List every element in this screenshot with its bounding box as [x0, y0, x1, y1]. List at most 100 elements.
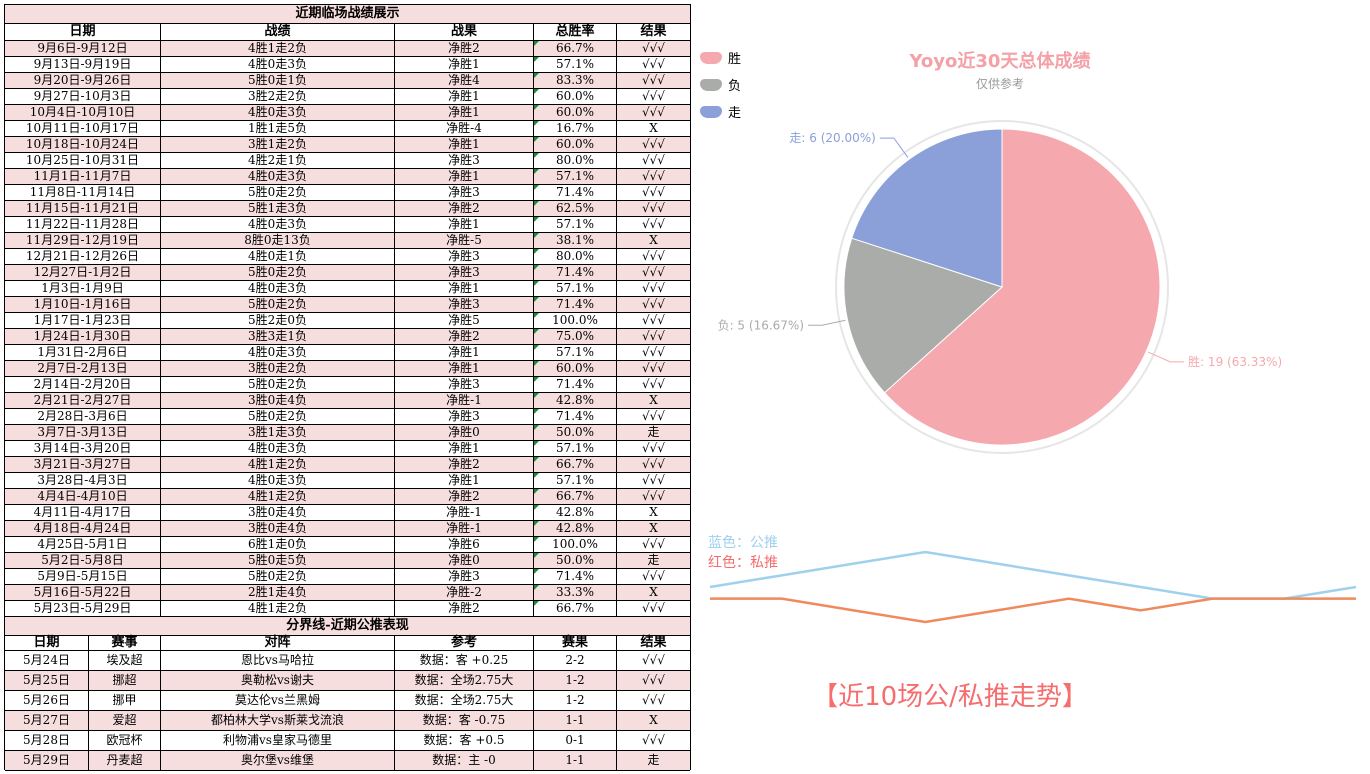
rate-cell: 50.0%	[534, 425, 617, 440]
match-cell: 都柏林大学vs斯莱戈流浪	[161, 711, 395, 730]
pie-legend: 胜负走	[700, 44, 741, 125]
rate-cell: 60.0%	[534, 137, 617, 152]
rate-cell: 83.3%	[534, 73, 617, 88]
date-cell: 5月9日-5月15日	[5, 569, 161, 584]
result-cell: √√√	[642, 473, 665, 487]
rate-cell: 42.8%	[534, 521, 617, 536]
legend-item[interactable]: 胜	[700, 44, 741, 71]
date-cell: 2月21日-2月27日	[5, 393, 161, 408]
table-row: 12月21日-12月26日 4胜0走1负 净胜3 80.0% √√√	[5, 249, 690, 265]
date-cell: 5月16日-5月22日	[5, 585, 161, 600]
rate-cell: 71.4%	[534, 297, 617, 312]
rate-cell: 33.3%	[534, 585, 617, 600]
legend-swatch-icon	[700, 51, 722, 64]
series-line	[709, 550, 1357, 600]
record-cell: 3胜0走4负	[161, 521, 395, 536]
table-row: 10月25日-10月31日 4胜2走1负 净胜3 80.0% √√√	[5, 153, 690, 169]
net-cell: 净胜1	[395, 361, 534, 376]
date-cell: 12月21日-12月26日	[5, 249, 161, 264]
date-cell: 5月25日	[5, 671, 89, 690]
column-header: 对阵	[161, 636, 395, 650]
table-row: 3月28日-4月3日 4胜0走3负 净胜1 57.1% √√√	[5, 473, 690, 489]
rate-cell: 66.7%	[534, 601, 617, 616]
date-cell: 9月27日-10月3日	[5, 89, 161, 104]
pie-outer-ring	[835, 120, 1169, 454]
records-panel: 近期临场战绩展示 日期 战绩 战果 总胜率 结果 9月6日-9月12日 4胜1走2负 净胜2…	[4, 4, 691, 771]
pie-slice[interactable]	[843, 237, 1003, 394]
table-row: 11月22日-11月28日 4胜0走3负 净胜1 57.1% √√√	[5, 217, 690, 233]
result-cell: √√√	[642, 377, 665, 391]
record-cell: 4胜1走2负	[161, 41, 395, 56]
date-cell: 5月26日	[5, 691, 89, 710]
record-cell: 4胜2走1负	[161, 153, 395, 168]
rate-cell: 75.0%	[534, 329, 617, 344]
record-cell: 4胜0走3负	[161, 473, 395, 488]
record-cell: 3胜0走4负	[161, 393, 395, 408]
rate-cell: 100.0%	[534, 313, 617, 328]
net-cell: 净胜-1	[395, 505, 534, 520]
table-row: 11月1日-11月7日 4胜0走3负 净胜1 57.1% √√√	[5, 169, 690, 185]
pie-slice[interactable]	[851, 128, 1003, 288]
result-cell: 走	[647, 425, 660, 439]
net-cell: 净胜-1	[395, 393, 534, 408]
net-cell: 净胜2	[395, 41, 534, 56]
net-cell: 净胜3	[395, 297, 534, 312]
trend-title: 【近10场公/私推走势】	[812, 682, 1088, 712]
date-cell: 10月11日-10月17日	[5, 121, 161, 136]
date-cell: 4月25日-5月1日	[5, 537, 161, 552]
rate-cell: 71.4%	[534, 409, 617, 424]
pie-label-line	[879, 137, 909, 158]
table-row: 1月24日-1月30日 3胜3走1负 净胜2 75.0% √√√	[5, 329, 690, 345]
legend-item[interactable]: 负	[700, 71, 741, 98]
result-cell: X	[649, 393, 658, 407]
net-cell: 净胜-4	[395, 121, 534, 136]
table-row: 1月17日-1月23日 5胜2走0负 净胜5 100.0% √√√	[5, 313, 690, 329]
rate-cell: 60.0%	[534, 89, 617, 104]
table-row: 5月2日-5月8日 5胜0走5负 净胜0 50.0% 走	[5, 553, 690, 569]
record-cell: 3胜0走4负	[161, 505, 395, 520]
result-cell: √√√	[642, 441, 665, 455]
rate-cell: 38.1%	[534, 233, 617, 248]
series-line	[710, 597, 1356, 624]
record-cell: 5胜0走2负	[161, 377, 395, 392]
record-cell: 4胜0走3负	[161, 345, 395, 360]
result-cell: X	[649, 521, 658, 535]
reference-cell: 数据：全场2.75大	[395, 671, 534, 690]
table-row: 3月7日-3月13日 3胜1走3负 净胜0 50.0% 走	[5, 425, 690, 441]
pie-subtitle: 仅供参考	[975, 77, 1024, 91]
column-header: 参考	[395, 636, 534, 650]
result-cell: √√√	[642, 73, 665, 87]
table-row: 9月6日-9月12日 4胜1走2负 净胜2 66.7% √√√	[5, 41, 690, 57]
table-row: 2月28日-3月6日 5胜0走2负 净胜3 71.4% √√√	[5, 409, 690, 425]
result-cell: √√√	[642, 361, 665, 375]
rate-cell: 57.1%	[534, 169, 617, 184]
record-cell: 3胜1走2负	[161, 137, 395, 152]
column-header: 结果	[640, 635, 667, 650]
rate-cell: 57.1%	[534, 473, 617, 488]
result-cell: √√√	[642, 137, 665, 151]
result-cell: √√√	[642, 41, 665, 55]
net-cell: 净胜1	[395, 345, 534, 360]
record-cell: 3胜1走3负	[161, 425, 395, 440]
result-cell: √√√	[642, 345, 665, 359]
pie-slice[interactable]	[883, 128, 1161, 446]
table-row: 4月11日-4月17日 3胜0走4负 净胜-1 42.8% X	[5, 505, 690, 521]
column-header: 赛果	[534, 636, 617, 650]
record-cell: 4胜0走3负	[161, 441, 395, 456]
table-row: 5月23日-5月29日 4胜1走2负 净胜2 66.7% √√√	[5, 601, 690, 617]
net-cell: 净胜0	[395, 425, 534, 440]
table-row: 5月9日-5月15日 5胜0走2负 净胜3 71.4% √√√	[5, 569, 690, 585]
table-row: 11月29日-12月19日 8胜0走13负 净胜-5 38.1% X	[5, 233, 690, 249]
table-row: 12月27日-1月2日 5胜0走2负 净胜3 71.4% √√√	[5, 265, 690, 281]
result-cell: √√√	[642, 201, 665, 215]
rate-cell: 57.1%	[534, 345, 617, 360]
date-cell: 11月1日-11月7日	[5, 169, 161, 184]
legend-label: 胜	[728, 52, 742, 67]
score-cell: 1-2	[534, 691, 617, 710]
rate-cell: 60.0%	[534, 361, 617, 376]
legend-item[interactable]: 走	[700, 98, 741, 125]
date-cell: 3月14日-3月20日	[5, 441, 161, 456]
date-cell: 3月7日-3月13日	[5, 425, 161, 440]
net-cell: 净胜1	[395, 169, 534, 184]
result-cell: √√√	[642, 217, 665, 231]
